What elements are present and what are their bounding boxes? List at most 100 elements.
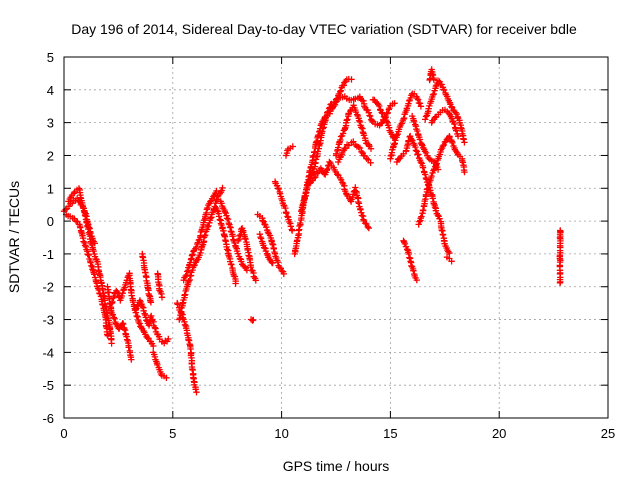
- data-point-marker: [422, 149, 430, 157]
- data-point-marker: [323, 167, 330, 174]
- axis-tick-labels: 0 5 10 15 20 25 -6 -5 -4 -3 -2 -1 0 1 2 3 4 5: [42, 50, 615, 441]
- data-point-marker: [324, 108, 332, 115]
- y-tick-label: -5: [42, 378, 54, 393]
- chart-title: Day 196 of 2014, Sidereal Day-to-day VTE…: [71, 21, 577, 37]
- data-point-marker: [283, 210, 290, 217]
- data-point-marker: [232, 280, 239, 287]
- data-point-marker: [181, 321, 189, 328]
- data-point-marker: [364, 223, 371, 231]
- data-point-marker: [417, 158, 424, 166]
- data-point-marker: [185, 278, 192, 285]
- data-point-marker: [314, 169, 322, 177]
- data-point-marker: [392, 137, 399, 144]
- data-point-marker: [422, 116, 429, 123]
- data-point-marker: [414, 127, 421, 135]
- data-point-marker: [221, 208, 228, 215]
- data-point-marker: [356, 144, 364, 152]
- data-point-marker: [223, 246, 231, 253]
- data-point-marker: [453, 127, 460, 134]
- data-point-marker: [205, 222, 212, 230]
- data-point-marker: [454, 133, 462, 140]
- data-point-marker: [165, 335, 172, 343]
- data-point-marker: [461, 168, 468, 176]
- data-point-marker: [405, 100, 412, 107]
- data-point-marker: [432, 163, 439, 170]
- data-point-marker: [158, 294, 166, 301]
- data-point-marker: [274, 185, 282, 192]
- data-point-marker: [80, 238, 87, 245]
- data-point-marker: [316, 141, 323, 148]
- x-tick-label: 0: [60, 426, 67, 441]
- data-point-marker: [128, 292, 135, 299]
- data-point-marker: [296, 222, 303, 230]
- axis-ticks: [63, 56, 609, 419]
- data-point-marker: [387, 152, 394, 159]
- data-point-marker: [357, 206, 364, 213]
- data-point-marker: [404, 246, 411, 253]
- data-point-marker: [430, 90, 437, 98]
- data-point-marker: [319, 125, 327, 132]
- data-point-marker: [261, 244, 268, 251]
- data-point-marker: [425, 154, 432, 162]
- data-point-marker: [378, 109, 385, 116]
- data-point-marker: [257, 235, 265, 242]
- data-point-marker: [136, 320, 143, 327]
- data-point-marker: [461, 139, 468, 146]
- x-tick-label: 5: [169, 426, 176, 441]
- data-point-marker: [367, 159, 374, 166]
- data-point-marker: [81, 242, 89, 249]
- data-point-marker: [376, 102, 383, 110]
- data-point-marker: [270, 245, 277, 252]
- data-point-marker: [326, 158, 333, 166]
- data-point-marker: [174, 301, 181, 308]
- data-point-marker: [383, 118, 390, 125]
- data-point-marker: [203, 206, 211, 213]
- data-point-marker: [313, 170, 321, 177]
- data-point-marker: [431, 114, 439, 121]
- data-point-marker: [125, 344, 132, 351]
- data-point-marker: [430, 76, 437, 83]
- x-tick-label: 15: [383, 426, 397, 441]
- data-point-marker: [445, 248, 452, 255]
- y-tick-label: 2: [47, 148, 54, 163]
- data-point-marker: [213, 187, 220, 195]
- data-point-marker: [416, 100, 424, 107]
- data-point-marker: [184, 268, 191, 275]
- data-point-marker: [344, 116, 351, 123]
- data-point-marker: [231, 239, 238, 247]
- data-point-marker: [147, 299, 155, 306]
- x-tick-label: 25: [601, 426, 615, 441]
- data-point-marker: [185, 336, 192, 343]
- data-point-marker: [417, 103, 425, 110]
- data-point-marker: [280, 270, 287, 278]
- data-point-marker: [426, 102, 433, 110]
- data-point-marker: [234, 250, 242, 257]
- data-point-marker: [367, 112, 374, 120]
- x-tick-label: 10: [274, 426, 288, 441]
- data-point-marker: [193, 243, 200, 251]
- data-point-marker: [414, 96, 422, 103]
- data-point-marker: [91, 240, 98, 247]
- data-point-marker: [416, 218, 423, 225]
- data-point-marker: [451, 120, 458, 128]
- data-point-marker: [368, 117, 376, 124]
- data-point-marker: [440, 86, 447, 93]
- data-point-marker: [356, 117, 363, 124]
- data-point-marker: [276, 190, 284, 197]
- data-point-marker: [436, 215, 443, 222]
- data-point-marker: [324, 165, 331, 173]
- data-point-marker: [424, 185, 431, 192]
- y-tick-label: -1: [42, 247, 54, 262]
- y-tick-label: 5: [47, 50, 54, 65]
- data-point-marker: [327, 160, 334, 167]
- data-point-marker: [90, 247, 97, 255]
- y-tick-label: 0: [47, 214, 54, 229]
- data-point-marker: [367, 145, 375, 152]
- data-point-marker: [224, 215, 232, 223]
- data-point-marker: [136, 297, 144, 304]
- data-point-marker: [324, 109, 331, 116]
- data-point-marker: [148, 312, 155, 320]
- data-point-marker: [219, 184, 226, 192]
- data-point-marker: [128, 356, 135, 363]
